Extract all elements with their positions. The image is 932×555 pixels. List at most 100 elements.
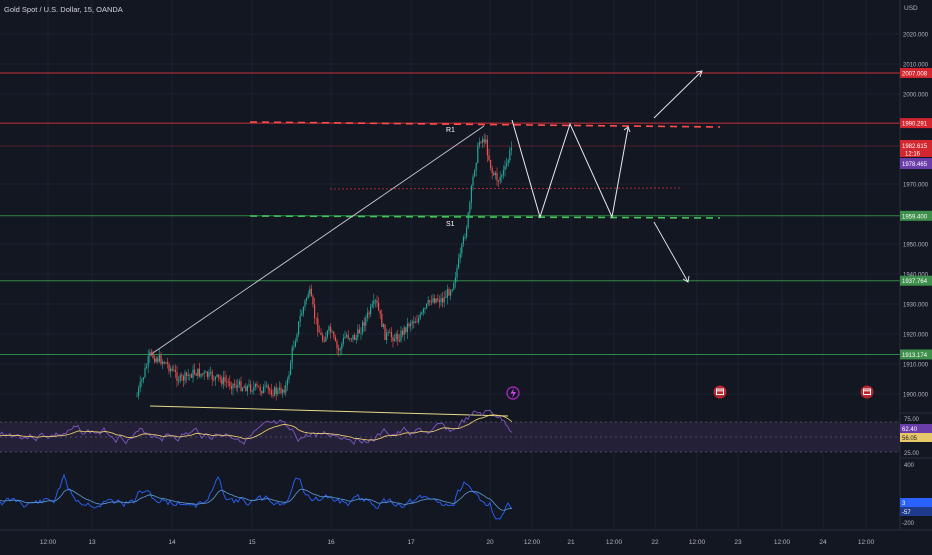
bearish-arrowhead bbox=[682, 275, 690, 283]
calendar-event-icon[interactable] bbox=[860, 385, 874, 399]
bearish-arrow-line[interactable] bbox=[653, 221, 689, 283]
zigzag-arrowhead bbox=[623, 126, 631, 133]
candle-body bbox=[458, 258, 460, 269]
candle-body bbox=[408, 323, 410, 326]
candle-body bbox=[202, 373, 204, 375]
time-axis-label: 16 bbox=[327, 539, 335, 546]
candle-body bbox=[290, 362, 292, 375]
candle-body bbox=[494, 172, 496, 176]
candle-body bbox=[138, 388, 140, 396]
flash-event-icon[interactable] bbox=[506, 386, 520, 400]
candle-body bbox=[152, 352, 154, 359]
candle-body bbox=[504, 165, 506, 171]
price-tick-label: 1970.000 bbox=[903, 183, 929, 189]
candle-body bbox=[461, 244, 463, 254]
candle-body bbox=[362, 322, 364, 333]
candle-body bbox=[214, 376, 216, 380]
time-axis-label: 17 bbox=[407, 539, 415, 546]
rsi-tick-75: 75.00 bbox=[904, 417, 920, 423]
candle-body bbox=[510, 147, 512, 151]
candle-body bbox=[299, 315, 301, 322]
candle-body bbox=[315, 317, 317, 319]
candle-body bbox=[432, 298, 434, 303]
time-axis[interactable] bbox=[0, 530, 932, 550]
candle-body bbox=[275, 387, 277, 394]
candle-body bbox=[219, 377, 221, 380]
candle-body bbox=[242, 387, 244, 391]
candle-body bbox=[376, 300, 378, 304]
candle-body bbox=[171, 368, 173, 371]
currency-label: USD bbox=[904, 5, 918, 12]
candle-body bbox=[163, 361, 165, 364]
candle-body bbox=[499, 176, 501, 182]
calendar-event-icon[interactable] bbox=[713, 385, 727, 399]
candle-body bbox=[198, 368, 200, 377]
current-price-countdown: 12:16 bbox=[905, 152, 921, 158]
candle-body bbox=[165, 362, 167, 364]
level-badge bbox=[900, 275, 932, 286]
candle-body bbox=[366, 312, 368, 318]
candle-body bbox=[338, 348, 340, 351]
candle-body bbox=[414, 321, 416, 323]
candle-body bbox=[378, 303, 380, 311]
candle-body bbox=[288, 374, 290, 380]
candle-body bbox=[246, 385, 248, 392]
candle-body bbox=[267, 385, 269, 389]
candle-body bbox=[357, 329, 359, 338]
candle-body bbox=[440, 298, 442, 303]
candle-body bbox=[160, 355, 162, 364]
projected-path[interactable] bbox=[511, 70, 703, 283]
level-badge-label: 1959.400 bbox=[902, 214, 928, 220]
candle-body bbox=[294, 341, 296, 347]
candle-body bbox=[258, 385, 260, 387]
price-tick-label: 1900.000 bbox=[903, 393, 929, 399]
candle-body bbox=[368, 312, 370, 315]
candle-body bbox=[354, 334, 356, 340]
candle-body bbox=[259, 386, 261, 392]
candle-body bbox=[349, 338, 351, 340]
time-axis-labels: 12:00 13 14 15 16 17 20 12:00 21 12:00 22 12:00 23 12… bbox=[40, 539, 875, 546]
candle-body bbox=[229, 381, 231, 387]
price-tick-label: 1950.000 bbox=[903, 243, 929, 249]
candle-body bbox=[491, 168, 493, 174]
candle-body bbox=[184, 372, 186, 381]
r1-label: R1 bbox=[446, 127, 455, 134]
time-axis-label: 14 bbox=[168, 539, 176, 546]
candle-body bbox=[478, 141, 480, 146]
candle-body bbox=[208, 372, 210, 377]
candle-body bbox=[485, 139, 487, 143]
cci-tick-top: 400 bbox=[904, 463, 915, 469]
candle-body bbox=[381, 313, 383, 327]
rsi-divergence-line[interactable] bbox=[149, 405, 509, 417]
candle-body bbox=[304, 300, 306, 308]
rsi-ma-badge: 56.05 bbox=[902, 436, 918, 442]
r1-dashed-line[interactable] bbox=[249, 121, 721, 128]
candle-body bbox=[256, 383, 258, 386]
rising-trend-line[interactable] bbox=[149, 125, 485, 356]
candle-body bbox=[314, 304, 316, 318]
candle-body bbox=[416, 321, 418, 323]
candle-body bbox=[322, 334, 324, 341]
candle-body bbox=[306, 298, 308, 301]
candle-body bbox=[384, 324, 386, 340]
time-axis-label: 12:00 bbox=[606, 539, 623, 546]
candle-body bbox=[216, 374, 218, 377]
candle-body bbox=[192, 369, 194, 378]
projected-zigzag[interactable] bbox=[511, 119, 629, 219]
candle-body bbox=[277, 389, 279, 394]
candle-body bbox=[482, 139, 484, 143]
s1-dashed-line[interactable] bbox=[249, 215, 721, 219]
candle-body bbox=[162, 361, 164, 364]
candle-body bbox=[365, 317, 367, 326]
time-axis-label: 20 bbox=[486, 539, 494, 546]
candle-body bbox=[419, 314, 421, 319]
trend-lines[interactable] bbox=[149, 125, 509, 417]
candle-body bbox=[346, 335, 348, 337]
candle-body bbox=[155, 358, 157, 363]
candle-body bbox=[136, 395, 138, 397]
candle-body bbox=[307, 294, 309, 299]
bullish-arrow-line[interactable] bbox=[653, 70, 703, 119]
candle-body bbox=[330, 326, 332, 332]
